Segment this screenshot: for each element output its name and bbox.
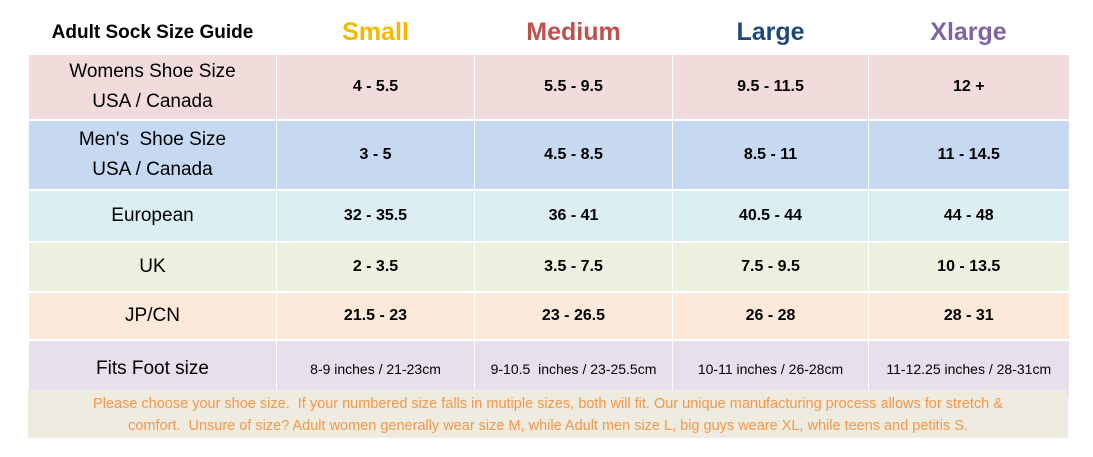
table-row: UK 2 - 3.5 3.5 - 7.5 7.5 - 9.5 10 - 13.5 <box>28 241 1069 292</box>
table-cell: 9-10.5 inches / 23-25.5cm <box>474 339 673 397</box>
table-cell: 4.5 - 8.5 <box>474 119 673 190</box>
table-row: Men's Shoe Size USA / Canada 3 - 5 4.5 - … <box>28 119 1069 190</box>
row-label-jpcn: JP/CN <box>28 291 277 340</box>
table-cell: 8.5 - 11 <box>672 119 869 190</box>
row-label-fits-foot: Fits Foot size <box>28 339 277 397</box>
table-cell: 40.5 - 44 <box>672 189 869 242</box>
table-cell: 11 - 14.5 <box>868 119 1069 190</box>
table-cell: 3.5 - 7.5 <box>474 241 673 292</box>
table-cell: 28 - 31 <box>868 291 1069 340</box>
table-row: European 32 - 35.5 36 - 41 40.5 - 44 44 … <box>28 189 1069 242</box>
size-header-large: Large <box>672 12 869 54</box>
table-cell: 32 - 35.5 <box>276 189 475 242</box>
size-header-medium: Medium <box>474 12 673 54</box>
note-line1: Please choose your shoe size. If your nu… <box>93 396 1003 412</box>
size-guide: Adult Sock Size Guide Small Medium Large… <box>28 12 1069 397</box>
size-header-small: Small <box>276 12 475 54</box>
table-cell: 10-11 inches / 26-28cm <box>672 339 869 397</box>
guide-title: Adult Sock Size Guide <box>28 12 277 54</box>
row-label-uk: UK <box>28 241 277 292</box>
size-table: Adult Sock Size Guide Small Medium Large… <box>28 12 1069 397</box>
table-cell: 12 + <box>868 53 1069 120</box>
header-row: Adult Sock Size Guide Small Medium Large… <box>28 12 1069 54</box>
row-label-line1: Men's Shoe Size <box>78 129 227 150</box>
row-label-line2: USA / Canada <box>92 159 213 180</box>
table-cell: 11-12.25 inches / 28-31cm <box>868 339 1069 397</box>
table-cell: 23 - 26.5 <box>474 291 673 340</box>
row-label-line1: Womens Shoe Size <box>69 61 236 82</box>
table-row: Fits Foot size 8-9 inches / 21-23cm 9-10… <box>28 339 1069 397</box>
table-cell: 2 - 3.5 <box>276 241 475 292</box>
table-cell: 44 - 48 <box>868 189 1069 242</box>
table-cell: 3 - 5 <box>276 119 475 190</box>
row-label-line2: USA / Canada <box>92 91 213 112</box>
row-label-european: European <box>28 189 277 242</box>
table-cell: 7.5 - 9.5 <box>672 241 869 292</box>
table-cell: 10 - 13.5 <box>868 241 1069 292</box>
table-cell: 9.5 - 11.5 <box>672 53 869 120</box>
table-cell: 8-9 inches / 21-23cm <box>276 339 475 397</box>
table-cell: 36 - 41 <box>474 189 673 242</box>
size-header-xlarge: Xlarge <box>868 12 1069 54</box>
table-cell: 26 - 28 <box>672 291 869 340</box>
table-cell: 5.5 - 9.5 <box>474 53 673 120</box>
table-row: JP/CN 21.5 - 23 23 - 26.5 26 - 28 28 - 3… <box>28 291 1069 340</box>
row-label-mens: Men's Shoe Size USA / Canada <box>28 119 277 190</box>
table-cell: 4 - 5.5 <box>276 53 475 120</box>
table-row: Womens Shoe Size USA / Canada 4 - 5.5 5.5… <box>28 53 1069 120</box>
note-line2: comfort. Unsure of size? Adult women gen… <box>128 418 968 434</box>
size-note: Please choose your shoe size. If your nu… <box>28 390 1068 438</box>
table-cell: 21.5 - 23 <box>276 291 475 340</box>
row-label-womens: Womens Shoe Size USA / Canada <box>28 53 277 120</box>
